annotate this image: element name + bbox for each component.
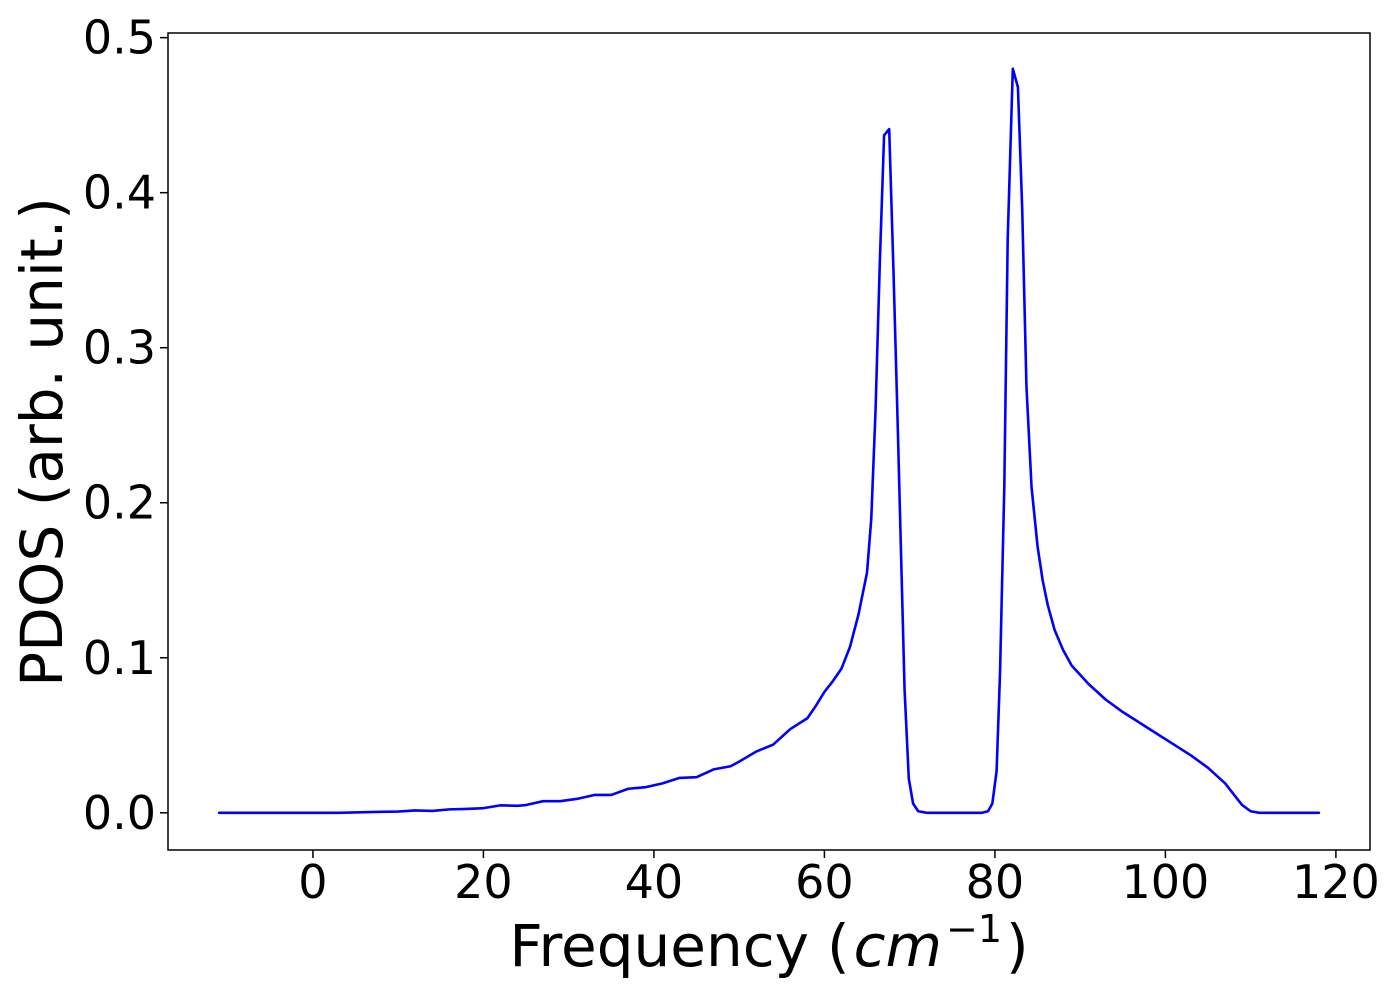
x-axis-label-text: Frequency (509, 912, 809, 980)
x-axis-label-superscript: −1 (946, 907, 1002, 951)
x-tick-label: 0 (298, 855, 327, 909)
y-tick-label: 0.0 (83, 786, 156, 840)
x-tick-label: 100 (1121, 855, 1209, 909)
x-tick-label: 40 (625, 855, 684, 909)
y-axis-label: PDOS (arb. unit.) (8, 197, 76, 687)
x-tick-label: 60 (795, 855, 854, 909)
pdos-series-line (217, 67, 1321, 815)
y-axis-ticks: 0.0 0.1 0.2 0.3 0.4 0.5 (83, 11, 168, 840)
y-tick-label: 0.3 (83, 321, 156, 375)
x-axis-label-unit: cm (854, 912, 942, 980)
plot-frame (167, 32, 1371, 851)
x-axis-ticks: 0 20 40 60 80 100 120 (298, 850, 1380, 909)
x-tick-label: 120 (1292, 855, 1380, 909)
y-tick-label: 0.2 (83, 476, 156, 530)
x-axis-label: Frequency ( cm −1 ) (509, 907, 1028, 980)
x-axis-label-open-paren: ( (827, 912, 850, 980)
x-tick-label: 80 (966, 855, 1025, 909)
y-tick-label: 0.5 (83, 11, 156, 65)
y-tick-label: 0.1 (83, 631, 156, 685)
series-layer (217, 67, 1321, 815)
x-axis-label-close-paren: ) (1006, 912, 1029, 980)
y-tick-label: 0.4 (83, 166, 156, 220)
x-tick-label: 20 (454, 855, 513, 909)
